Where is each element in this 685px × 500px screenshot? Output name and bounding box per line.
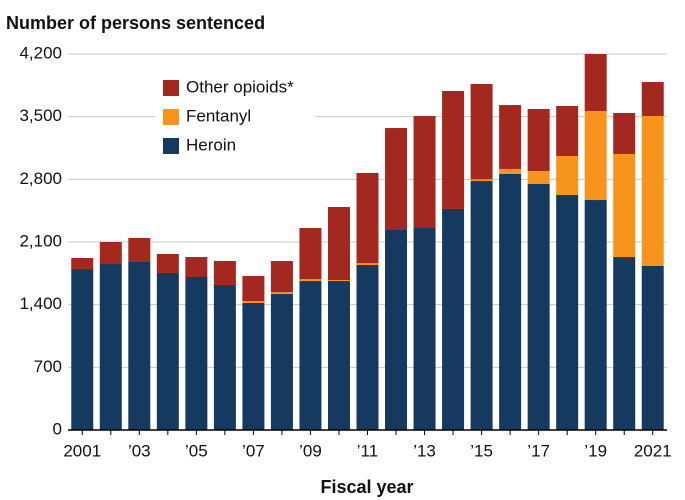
bar-segment xyxy=(185,277,208,430)
y-tick-label: 2,100 xyxy=(19,231,62,250)
bar-segment xyxy=(556,106,579,156)
bar-segment xyxy=(71,258,94,270)
bar-segment xyxy=(641,116,664,266)
legend-label: Other opioids* xyxy=(186,77,294,96)
bar-segment xyxy=(413,228,436,430)
bar-segment xyxy=(413,116,436,229)
bar-segment xyxy=(299,228,322,280)
bar-segment xyxy=(270,294,293,430)
bar-segment xyxy=(185,257,208,278)
bar-segment xyxy=(499,173,522,430)
x-tick-label: ’03 xyxy=(128,441,151,460)
bar-segment xyxy=(356,263,379,266)
legend-swatch xyxy=(163,109,179,125)
bar-segment xyxy=(327,281,350,430)
bar-segment xyxy=(99,242,122,265)
y-tick-label: 700 xyxy=(34,357,62,376)
bar-segment xyxy=(242,276,265,302)
legend-label: Heroin xyxy=(186,135,236,154)
bar-segment xyxy=(613,112,636,154)
y-tick-label: 2,800 xyxy=(19,169,62,188)
bar-segment xyxy=(356,265,379,430)
bar-segment xyxy=(641,265,664,430)
x-tick-label: ’09 xyxy=(299,441,322,460)
legend-swatch xyxy=(163,138,179,154)
bar-segment xyxy=(470,179,493,182)
bar-segment xyxy=(613,257,636,430)
bar-segment xyxy=(242,301,265,303)
bar-segment xyxy=(299,279,322,282)
bar-segment xyxy=(385,230,408,430)
bar-segment xyxy=(356,172,379,264)
bar-segment xyxy=(641,82,664,117)
bar-segment xyxy=(556,155,579,195)
bar-segment xyxy=(527,183,550,430)
bar-segment xyxy=(99,264,122,430)
bar-segment xyxy=(584,111,607,201)
bar-segment xyxy=(613,153,636,258)
bar-segment xyxy=(327,206,350,281)
x-tick-label: ’05 xyxy=(185,441,208,460)
bar-segment xyxy=(584,54,607,112)
x-tick-label: 2021 xyxy=(634,441,672,460)
bar-segment xyxy=(527,171,550,184)
x-tick-label: ’11 xyxy=(357,441,378,460)
bar-segment xyxy=(270,260,293,293)
bar-segment xyxy=(385,128,408,231)
bar-segment xyxy=(71,269,94,430)
y-tick-label: 0 xyxy=(53,419,62,438)
x-tick-label: ’13 xyxy=(413,441,436,460)
x-tick-label: 2001 xyxy=(63,441,101,460)
bar-segment xyxy=(213,260,236,285)
bar-segment xyxy=(470,181,493,430)
legend-swatch xyxy=(163,80,179,96)
bar-segment xyxy=(442,208,465,430)
y-tick-label: 1,400 xyxy=(19,294,62,313)
bar-segment xyxy=(556,195,579,430)
bar-segment xyxy=(128,237,151,262)
x-tick-label: ’17 xyxy=(527,441,550,460)
bar-segment xyxy=(156,253,179,273)
bar-segment xyxy=(270,292,293,295)
bar-segment xyxy=(213,284,236,430)
x-tick-label: ’15 xyxy=(470,441,493,460)
x-tick-label: ’07 xyxy=(242,441,265,460)
bar-segment xyxy=(584,200,607,430)
bar-segment xyxy=(242,302,265,430)
bar-segment xyxy=(299,281,322,430)
x-axis-label: Fiscal year xyxy=(320,477,413,497)
y-tick-label: 3,500 xyxy=(19,106,62,125)
chart-title: Number of persons sentenced xyxy=(6,13,265,33)
bar-segment xyxy=(156,272,179,430)
bar-segment xyxy=(527,108,550,172)
bar-segment xyxy=(499,168,522,174)
bar-segment xyxy=(442,90,465,209)
x-tick-label: ’19 xyxy=(584,441,607,460)
legend-bg xyxy=(155,72,315,164)
bar-segment xyxy=(327,280,350,282)
bar-segment xyxy=(470,83,493,180)
legend-label: Fentanyl xyxy=(186,106,251,125)
bar-segment xyxy=(499,105,522,169)
bar-segment xyxy=(128,261,151,430)
y-tick-label: 4,200 xyxy=(19,43,62,62)
